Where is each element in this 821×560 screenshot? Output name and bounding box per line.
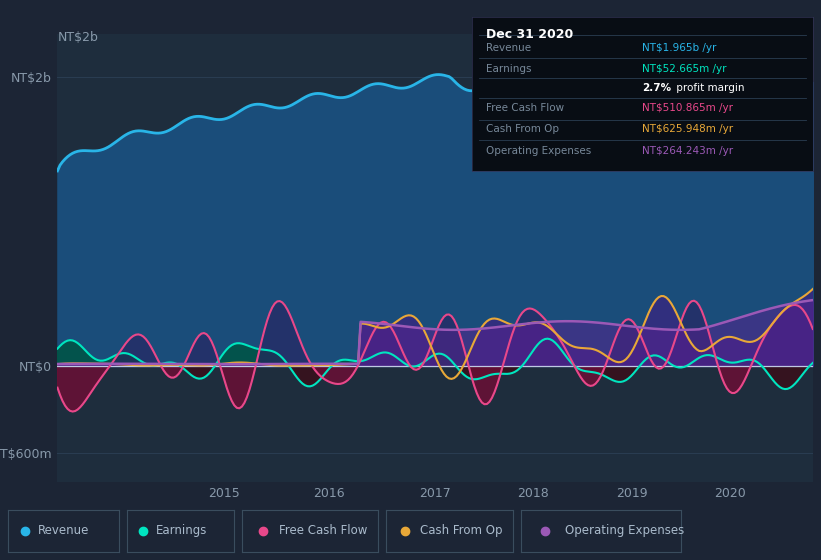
Text: Free Cash Flow: Free Cash Flow bbox=[279, 524, 367, 537]
Text: NT$1.965b /yr: NT$1.965b /yr bbox=[643, 43, 717, 53]
Text: Free Cash Flow: Free Cash Flow bbox=[486, 102, 564, 113]
Text: NT$510.865m /yr: NT$510.865m /yr bbox=[643, 102, 733, 113]
Text: Earnings: Earnings bbox=[486, 64, 531, 74]
Text: NT$52.665m /yr: NT$52.665m /yr bbox=[643, 64, 727, 74]
Text: profit margin: profit margin bbox=[673, 83, 745, 92]
Text: NT$2b: NT$2b bbox=[57, 31, 99, 44]
Text: NT$264.243m /yr: NT$264.243m /yr bbox=[643, 146, 733, 156]
Text: Revenue: Revenue bbox=[486, 43, 531, 53]
Text: Cash From Op: Cash From Op bbox=[486, 124, 559, 134]
Text: Cash From Op: Cash From Op bbox=[420, 524, 502, 537]
Text: 2.7%: 2.7% bbox=[643, 83, 672, 92]
Text: Earnings: Earnings bbox=[156, 524, 208, 537]
Text: Operating Expenses: Operating Expenses bbox=[486, 146, 591, 156]
Text: NT$625.948m /yr: NT$625.948m /yr bbox=[643, 124, 733, 134]
Text: Revenue: Revenue bbox=[38, 524, 89, 537]
Text: Dec 31 2020: Dec 31 2020 bbox=[486, 27, 573, 40]
Text: Operating Expenses: Operating Expenses bbox=[565, 524, 684, 537]
